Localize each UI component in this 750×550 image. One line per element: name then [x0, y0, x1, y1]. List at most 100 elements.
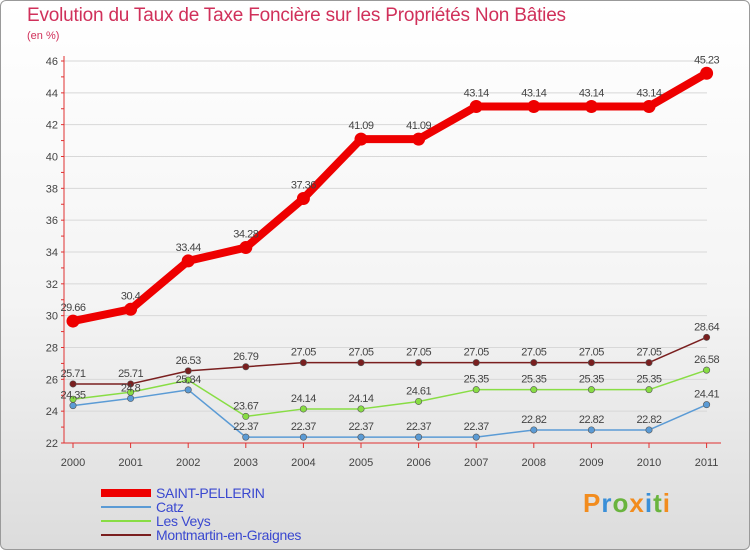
data-point [700, 66, 714, 80]
data-label: 43.14 [464, 88, 489, 100]
y-tick-label: 40 [46, 152, 58, 164]
data-label: 22.37 [464, 421, 489, 433]
data-label: 22.82 [579, 414, 604, 426]
data-point [412, 132, 426, 146]
data-point [242, 363, 250, 371]
data-label: 26.79 [233, 351, 258, 363]
legend-swatch-les-veys [101, 520, 151, 522]
y-tick-label: 34 [46, 247, 58, 259]
data-label: 41.09 [348, 120, 373, 132]
data-label: 33.44 [176, 242, 201, 254]
data-point [530, 359, 538, 367]
data-point [184, 367, 192, 375]
x-tick-label: 2007 [464, 457, 488, 469]
y-tick-label: 46 [46, 56, 58, 68]
x-tick-label: 2002 [176, 457, 200, 469]
logo-letter: t [653, 488, 663, 518]
data-label: 41.09 [406, 120, 431, 132]
data-point [415, 433, 423, 441]
data-point [69, 380, 77, 388]
logo-letter: i [644, 488, 654, 518]
data-label: 43.14 [636, 88, 661, 100]
data-label: 29.66 [60, 302, 85, 314]
data-point [357, 405, 365, 413]
legend-label: Catz [156, 499, 184, 515]
data-point [239, 241, 253, 255]
data-label: 45.23 [694, 54, 719, 66]
data-label: 22.82 [636, 414, 661, 426]
data-point [299, 359, 307, 367]
data-point [645, 386, 653, 394]
data-point [127, 388, 135, 396]
data-point [242, 433, 250, 441]
data-point [69, 395, 77, 403]
data-label: 26.58 [694, 354, 719, 366]
data-point [184, 376, 192, 384]
logo-letter: o [612, 488, 630, 518]
y-tick-label: 36 [46, 215, 58, 227]
data-point [184, 386, 192, 394]
data-point [472, 386, 480, 394]
data-point [703, 401, 711, 409]
data-label: 27.05 [348, 347, 373, 359]
data-label: 22.37 [406, 421, 431, 433]
y-tick-label: 22 [46, 438, 58, 450]
data-label: 37.36 [291, 180, 316, 192]
y-tick-label: 30 [46, 311, 58, 323]
series-line [69, 69, 711, 326]
y-tick-label: 42 [46, 120, 58, 132]
logo-letter: x [629, 488, 645, 518]
data-label: 22.82 [521, 414, 546, 426]
data-point [69, 402, 77, 410]
data-point [584, 100, 598, 114]
data-label: 28.64 [694, 321, 719, 333]
y-tick-label: 44 [46, 88, 58, 100]
data-point [357, 433, 365, 441]
data-point [472, 433, 480, 441]
proxiti-logo: Proxiti [583, 488, 671, 519]
data-label: 24.61 [406, 385, 431, 397]
x-tick-label: 2004 [291, 457, 315, 469]
legend-label: Montmartin-en-Graignes [156, 527, 302, 543]
data-point [124, 302, 138, 316]
data-point [469, 100, 483, 114]
data-point [703, 366, 711, 374]
data-label: 25.35 [464, 374, 489, 386]
data-point [415, 359, 423, 367]
y-tick-label: 28 [46, 343, 58, 355]
data-label: 24.35 [60, 390, 85, 402]
data-label: 26.53 [176, 355, 201, 367]
data-point [587, 386, 595, 394]
x-tick-label: 2003 [234, 457, 258, 469]
data-label: 43.14 [579, 88, 604, 100]
logo-letter: P [583, 488, 602, 518]
chart-subtitle: (en %) [27, 30, 60, 42]
data-point [357, 359, 365, 367]
data-label: 27.05 [406, 347, 431, 359]
x-tick-label: 2011 [695, 457, 719, 469]
data-label: 25.35 [579, 374, 604, 386]
data-label: 25.34 [176, 374, 201, 386]
data-label: 25.35 [521, 374, 546, 386]
data-label: 27.05 [521, 347, 546, 359]
data-point [472, 359, 480, 367]
x-tick-label: 2010 [637, 457, 661, 469]
chart-title: Evolution du Taux de Taxe Foncière sur l… [27, 5, 566, 26]
data-label: 27.05 [291, 347, 316, 359]
data-point [415, 397, 423, 405]
data-point [587, 359, 595, 367]
data-label: 25.35 [636, 374, 661, 386]
data-point [645, 426, 653, 434]
data-point [181, 254, 195, 268]
data-label: 24.14 [348, 393, 373, 405]
series-line [72, 369, 708, 418]
data-point [645, 359, 653, 367]
data-label: 24.8 [121, 382, 141, 394]
legend-label: SAINT-PELLERIN [156, 485, 265, 501]
data-label: 22.37 [291, 421, 316, 433]
data-point [530, 426, 538, 434]
data-point [66, 314, 80, 328]
x-tick-label: 2005 [349, 457, 373, 469]
